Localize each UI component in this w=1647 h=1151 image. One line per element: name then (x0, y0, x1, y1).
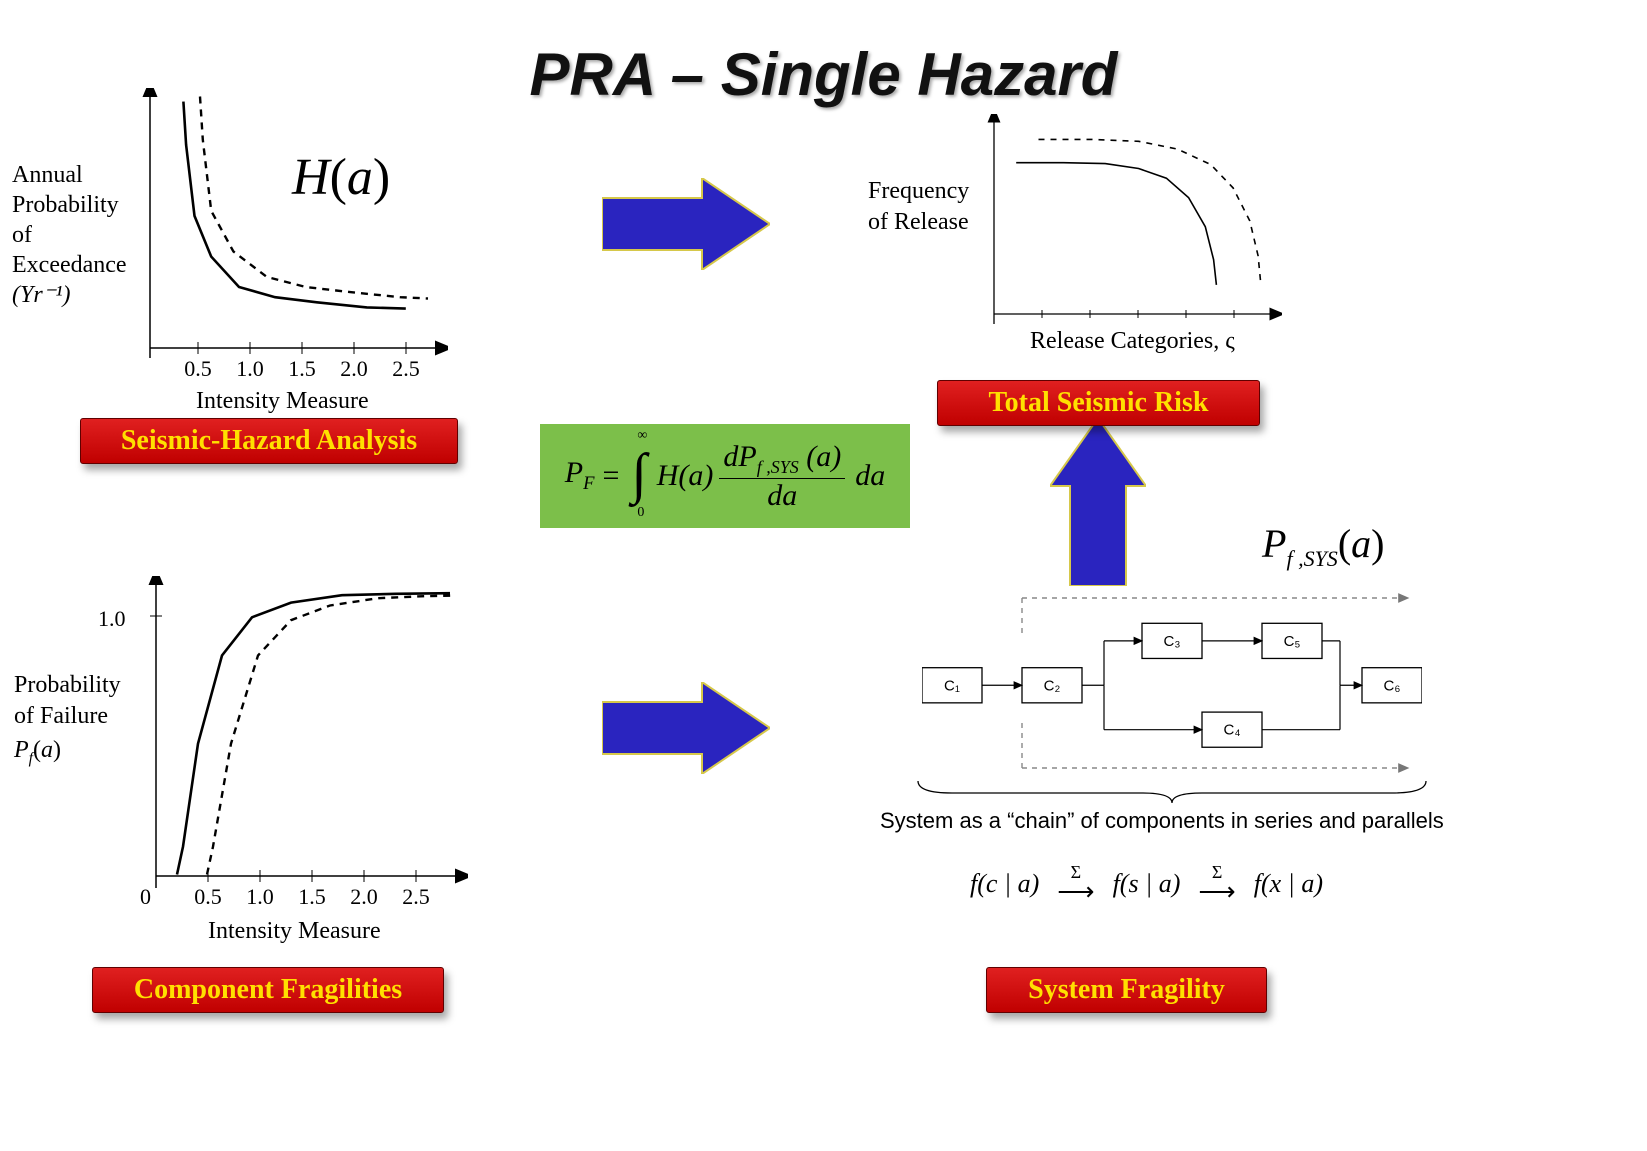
risk-curve-solid (1016, 163, 1216, 285)
svg-text:C₄: C₄ (1224, 722, 1241, 739)
svg-text:C₁: C₁ (944, 677, 960, 694)
risk-xlabel: Release Categories, ς (1030, 328, 1235, 355)
system-diagram: C₁ C₂ C₃ C₄ C₅ C₆ (922, 590, 1422, 775)
system-caption: System as a “chain” of components in ser… (880, 808, 1444, 834)
arrow-system-to-risk (1050, 418, 1146, 586)
tick: 1.0 (236, 356, 264, 381)
risk-curve-dashed (1039, 139, 1261, 285)
system-brace (912, 775, 1432, 805)
frag-ylabel: Probability of Failure Pf(a) (14, 670, 121, 769)
label-component-fragilities: Component Fragilities (92, 967, 444, 1013)
svg-text:C₅: C₅ (1284, 633, 1301, 650)
frag-curve-solid (177, 593, 450, 874)
tick: 0.5 (184, 356, 212, 381)
chain-equation: f(c | a) Σ ⟶ f(s | a) Σ ⟶ f(x | a) (970, 864, 1323, 904)
fragility-chart: 0.5 1.0 1.5 2.0 2.5 (128, 576, 468, 926)
label-seismic-hazard: Seismic-Hazard Analysis (80, 418, 458, 464)
arrow-hazard-to-risk (602, 178, 770, 270)
arrow-frag-to-system (602, 682, 770, 774)
frag-curve-dashed (207, 596, 456, 875)
label-total-risk: Total Seismic Risk (937, 380, 1260, 426)
tick: 1.5 (288, 356, 316, 381)
hazard-formula: H(a) (292, 148, 390, 207)
svg-text:2.5: 2.5 (402, 884, 430, 909)
label-system-fragility: System Fragility (986, 967, 1267, 1013)
hazard-chart: 0.5 1.0 1.5 2.0 2.5 (128, 88, 448, 388)
frag-ytick: 1.0 (98, 606, 126, 632)
svg-text:C₆: C₆ (1384, 677, 1401, 694)
integral-equation: PF = ∞ ∫ 0 H(a) dPf ,SYS (a) da da (540, 424, 910, 528)
svg-text:0.5: 0.5 (194, 884, 222, 909)
system-formula: Pf ,SYS(a) (1262, 520, 1384, 572)
tick: 2.0 (340, 356, 368, 381)
risk-ylabel: Frequency of Release (868, 176, 969, 238)
svg-text:1.5: 1.5 (298, 884, 326, 909)
svg-text:2.0: 2.0 (350, 884, 378, 909)
frag-xlabel: Intensity Measure (208, 918, 381, 945)
hazard-ylabel: Annual Probability of Exceedance (Yr⁻¹) (12, 160, 127, 310)
tick: 2.5 (392, 356, 420, 381)
svg-text:C₂: C₂ (1044, 677, 1061, 694)
svg-text:C₃: C₃ (1164, 633, 1181, 650)
hazard-xlabel: Intensity Measure (196, 388, 369, 415)
frag-origin: 0 (140, 884, 151, 910)
svg-text:1.0: 1.0 (246, 884, 274, 909)
risk-chart (972, 114, 1282, 344)
